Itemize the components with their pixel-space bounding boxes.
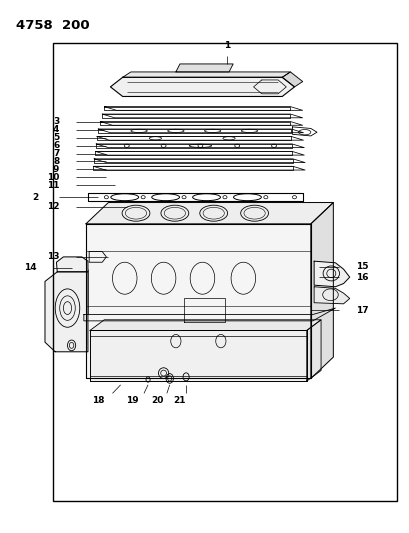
Text: 4758  200: 4758 200 bbox=[16, 19, 90, 31]
Text: 20: 20 bbox=[151, 397, 164, 405]
Text: 16: 16 bbox=[356, 273, 369, 281]
Text: 3: 3 bbox=[53, 117, 59, 126]
Text: 17: 17 bbox=[356, 306, 369, 314]
Polygon shape bbox=[176, 64, 233, 72]
Polygon shape bbox=[86, 224, 311, 378]
Polygon shape bbox=[90, 320, 321, 330]
Polygon shape bbox=[307, 320, 321, 381]
Text: 21: 21 bbox=[173, 397, 186, 405]
Text: 11: 11 bbox=[47, 181, 59, 190]
Polygon shape bbox=[45, 272, 88, 352]
Text: 18: 18 bbox=[92, 397, 104, 405]
Text: 5: 5 bbox=[53, 133, 59, 142]
Polygon shape bbox=[314, 287, 350, 304]
Polygon shape bbox=[311, 203, 333, 378]
Text: 9: 9 bbox=[53, 165, 59, 174]
Text: 7: 7 bbox=[53, 149, 59, 158]
Text: 2: 2 bbox=[33, 193, 39, 201]
Text: 10: 10 bbox=[47, 173, 59, 182]
Polygon shape bbox=[86, 203, 333, 224]
Polygon shape bbox=[123, 72, 290, 77]
Text: 1: 1 bbox=[224, 41, 230, 50]
Text: 4: 4 bbox=[53, 125, 59, 134]
Bar bbox=[53, 43, 397, 501]
Text: 12: 12 bbox=[47, 203, 59, 211]
Polygon shape bbox=[314, 261, 350, 287]
Polygon shape bbox=[110, 77, 294, 96]
Text: 8: 8 bbox=[53, 157, 59, 166]
Text: 13: 13 bbox=[47, 253, 59, 261]
Text: 6: 6 bbox=[53, 141, 59, 150]
Text: 19: 19 bbox=[126, 397, 139, 405]
Polygon shape bbox=[282, 72, 303, 87]
Polygon shape bbox=[56, 257, 88, 272]
Text: 15: 15 bbox=[356, 262, 369, 271]
Text: 14: 14 bbox=[24, 263, 37, 272]
Polygon shape bbox=[90, 330, 307, 381]
